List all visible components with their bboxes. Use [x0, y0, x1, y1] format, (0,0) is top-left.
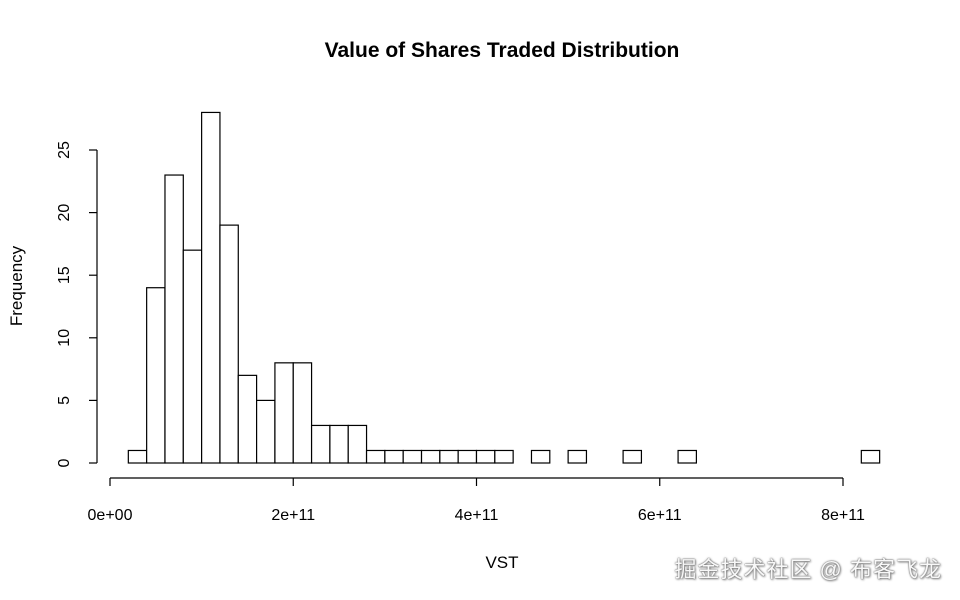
histogram-bar-17 [439, 449, 459, 464]
x-tick-label-1: 2e+11 [271, 507, 315, 524]
x-tick-label-2: 4e+11 [455, 507, 499, 524]
histogram-bar-1 [146, 287, 166, 464]
histogram-bar-11 [329, 424, 349, 464]
histogram-bar-3 [182, 249, 203, 464]
histogram-bar-14 [384, 449, 404, 464]
histogram-bar-7 [256, 399, 276, 464]
y-axis-label: Frequency [7, 245, 26, 326]
x-tick-label-0: 0e+00 [88, 507, 133, 524]
chart-title: Value of Shares Traded Distribution [325, 39, 680, 62]
y-tick-label-0: 0 [56, 458, 73, 467]
y-tick-label-2: 10 [56, 329, 73, 347]
histogram-bar-13 [365, 449, 386, 464]
histogram-bar-18 [457, 449, 478, 464]
histogram-bar-27 [622, 449, 643, 464]
x-tick-label-4: 8e+11 [821, 507, 865, 524]
x-axis: 0e+00 2e+11 4e+11 6e+11 8e+11 [88, 477, 865, 524]
histogram-bar-30 [677, 449, 698, 464]
watermark: 掘金技术社区 @ 布客飞龙 [674, 557, 942, 582]
histogram-bar-16 [420, 449, 441, 464]
histogram-bar-19 [475, 449, 496, 464]
histogram-bar-40 [860, 449, 881, 464]
y-axis: 0 5 10 15 20 25 [56, 141, 98, 467]
x-tick-label-3: 6e+11 [638, 507, 682, 524]
x-axis-label: VST [485, 553, 518, 572]
histogram-bar-9 [292, 362, 313, 464]
y-tick-label-4: 20 [56, 204, 73, 222]
histogram-bar-10 [310, 424, 331, 464]
histogram-bar-8 [274, 362, 294, 464]
histogram-bar-5 [219, 224, 239, 464]
histogram-bar-22 [530, 449, 551, 464]
histogram-bar-0 [127, 449, 148, 464]
y-tick-label-1: 5 [56, 396, 73, 405]
histogram-bar-15 [402, 449, 423, 464]
histogram-bar-6 [237, 374, 258, 464]
histogram-bar-12 [347, 424, 368, 464]
y-tick-label-5: 25 [56, 141, 73, 159]
histogram-bar-4 [201, 111, 221, 464]
histogram-bar-2 [164, 174, 184, 464]
y-tick-label-3: 15 [56, 266, 73, 284]
histogram-bar-20 [494, 449, 514, 464]
histogram-bars [127, 111, 881, 464]
histogram-bar-24 [567, 449, 588, 464]
